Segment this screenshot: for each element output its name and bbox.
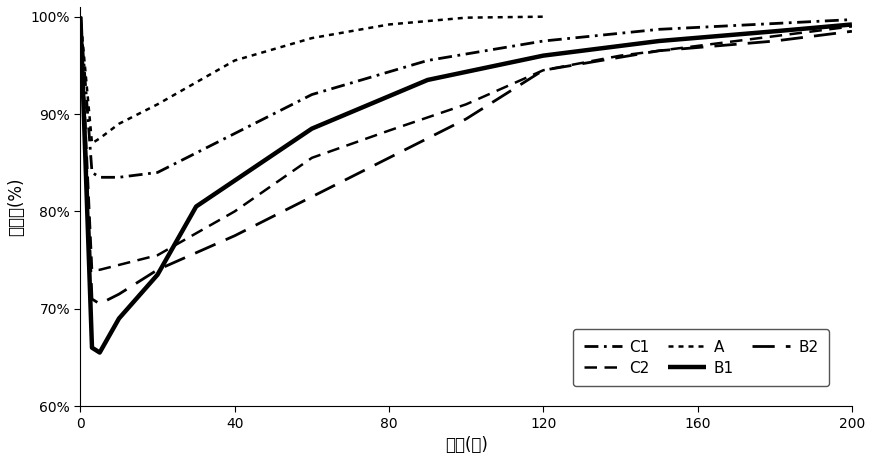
- B2: [461, 116, 472, 122]
- C2: [153, 253, 163, 258]
- B2: [538, 67, 548, 73]
- B2: [153, 267, 163, 272]
- Line: A: A: [80, 17, 543, 143]
- B1: [86, 345, 97, 350]
- C1: [113, 175, 124, 180]
- C1: [86, 170, 97, 175]
- C1: [847, 17, 857, 23]
- B1: [113, 316, 124, 321]
- B2: [75, 14, 85, 19]
- A: [461, 15, 472, 20]
- C2: [770, 33, 780, 39]
- C1: [770, 21, 780, 26]
- Legend: C1, C2, A, B1, B2: C1, C2, A, B1, B2: [573, 329, 829, 386]
- B2: [113, 291, 124, 297]
- C2: [616, 53, 626, 59]
- A: [86, 141, 97, 146]
- C2: [86, 267, 97, 272]
- A: [94, 136, 105, 141]
- B1: [654, 38, 664, 44]
- B1: [75, 14, 85, 19]
- Line: B1: B1: [80, 17, 852, 353]
- C2: [307, 155, 317, 160]
- X-axis label: 시간(분): 시간(분): [445, 436, 487, 454]
- Y-axis label: 잔존률(%): 잔존률(%): [7, 177, 25, 236]
- A: [113, 121, 124, 126]
- B2: [86, 296, 97, 302]
- B1: [191, 204, 201, 209]
- B2: [654, 48, 664, 53]
- B2: [847, 29, 857, 34]
- C1: [307, 92, 317, 97]
- B1: [538, 53, 548, 59]
- Line: C2: C2: [80, 17, 852, 270]
- C1: [422, 58, 433, 63]
- B2: [307, 194, 317, 200]
- A: [153, 101, 163, 107]
- C2: [847, 24, 857, 29]
- A: [384, 22, 394, 27]
- C1: [191, 150, 201, 156]
- C2: [113, 262, 124, 268]
- B1: [422, 77, 433, 83]
- C1: [654, 27, 664, 32]
- Line: B2: B2: [80, 17, 852, 304]
- C1: [75, 14, 85, 19]
- C1: [538, 38, 548, 44]
- B1: [153, 272, 163, 278]
- B2: [229, 233, 240, 238]
- C2: [538, 67, 548, 73]
- B2: [94, 301, 105, 307]
- A: [75, 14, 85, 19]
- B2: [384, 155, 394, 160]
- C1: [94, 175, 105, 180]
- C2: [94, 267, 105, 272]
- B1: [307, 126, 317, 131]
- B1: [847, 22, 857, 27]
- B1: [94, 350, 105, 355]
- C2: [384, 128, 394, 133]
- A: [307, 35, 317, 41]
- A: [229, 58, 240, 63]
- C2: [75, 14, 85, 19]
- C1: [153, 170, 163, 175]
- C2: [692, 43, 703, 49]
- B1: [770, 29, 780, 34]
- C2: [461, 101, 472, 107]
- C2: [229, 209, 240, 214]
- B2: [770, 38, 780, 44]
- A: [538, 14, 548, 19]
- Line: C1: C1: [80, 17, 852, 177]
